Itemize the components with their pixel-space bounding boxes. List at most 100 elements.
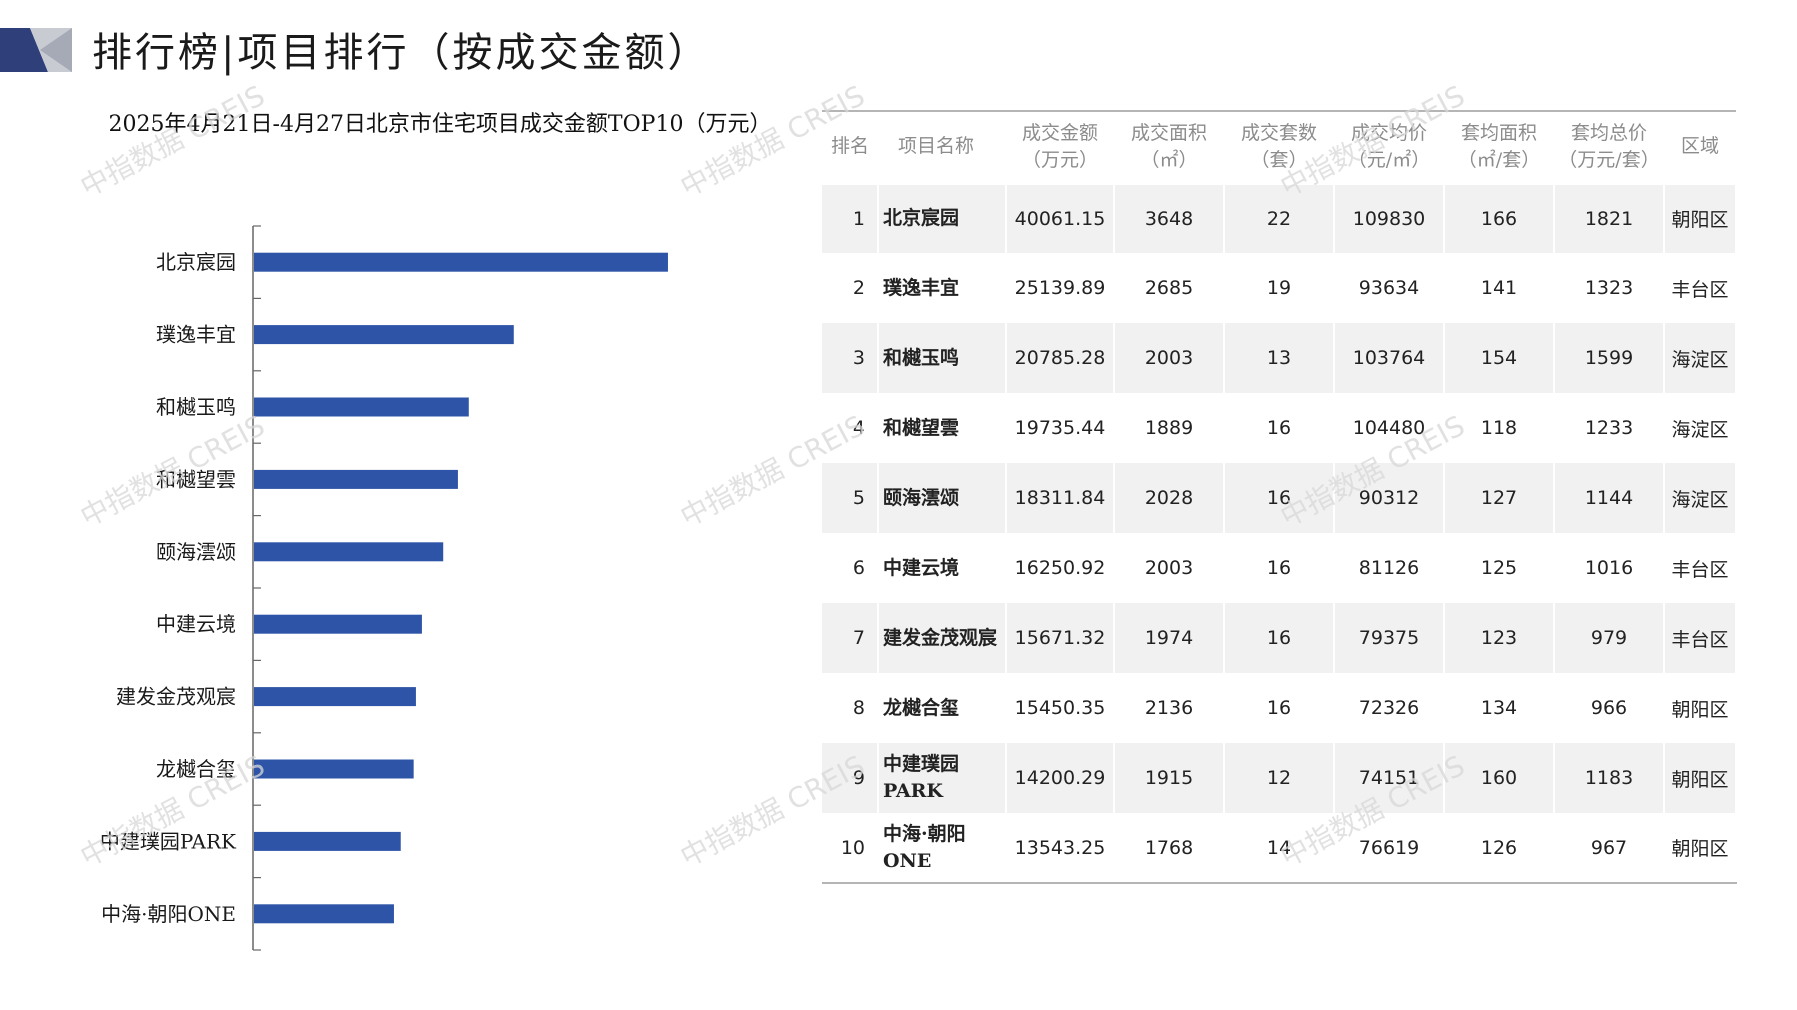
cell-area: 2028 [1114, 463, 1225, 533]
column-header-line1: 套均面积 [1460, 121, 1537, 144]
category-label: 和樾望雲 [156, 467, 236, 491]
cell-avg-area: 141 [1444, 253, 1555, 323]
table-row: 10 中海·朝阳ONE 13543.25 1768 14 76619 126 967 朝阳区 [822, 813, 1737, 884]
table-row: 5 颐海澐颂 18311.84 2028 16 90312 127 1144 海淀区 [822, 463, 1737, 533]
cell-units: 22 [1224, 183, 1335, 253]
cell-avg-total: 1821 [1554, 183, 1665, 253]
cell-region: 朝阳区 [1664, 183, 1737, 253]
bar [254, 614, 422, 634]
cell-units: 16 [1224, 533, 1335, 603]
cell-name: 中海·朝阳ONE [878, 813, 1007, 884]
cell-avg-area: 118 [1444, 393, 1555, 463]
bar [254, 542, 444, 562]
cell-region: 丰台区 [1664, 253, 1737, 323]
cell-rank: 4 [822, 393, 879, 463]
cell-region: 朝阳区 [1664, 813, 1737, 884]
table-row: 3 和樾玉鸣 20785.28 2003 13 103764 154 1599 海淀区 [822, 323, 1737, 393]
cell-area: 1889 [1114, 393, 1225, 463]
cell-rank: 10 [822, 813, 879, 884]
cell-avg-area: 134 [1444, 673, 1555, 743]
cell-amount: 40061.15 [1006, 183, 1115, 253]
cell-amount: 25139.89 [1006, 253, 1115, 323]
table-row: 4 和樾望雲 19735.44 1889 16 104480 118 1233 海淀区 [822, 393, 1737, 463]
cell-price: 104480 [1334, 393, 1445, 463]
column-header-line1: 成交均价 [1350, 121, 1427, 144]
cell-avg-total: 1599 [1554, 323, 1665, 393]
category-label: 颐海澐颂 [156, 540, 236, 564]
cell-units: 16 [1224, 463, 1335, 533]
column-header-line2: （元/㎡） [1347, 148, 1431, 171]
cell-rank: 2 [822, 253, 879, 323]
cell-avg-total: 1183 [1554, 743, 1665, 813]
cell-units: 16 [1224, 603, 1335, 673]
cell-avg-total: 1233 [1554, 393, 1665, 463]
page-title: 排行榜|项目排行（按成交金额） [92, 30, 711, 76]
cell-area: 2136 [1114, 673, 1225, 743]
bar [254, 397, 469, 417]
table-row: 9 中建璞园PARK 14200.29 1915 12 74151 160 1183 朝阳区 [822, 743, 1737, 813]
cell-units: 14 [1224, 813, 1335, 884]
table-row: 7 建发金茂观宸 15671.32 1974 16 79375 123 979 丰台区 [822, 603, 1737, 673]
cell-region: 海淀区 [1664, 323, 1737, 393]
cell-avg-area: 127 [1444, 463, 1555, 533]
cell-avg-area: 154 [1444, 323, 1555, 393]
table-row: 1 北京宸园 40061.15 3648 22 109830 166 1821 朝阳区 [822, 183, 1737, 253]
column-header-line1: 成交面积 [1130, 121, 1207, 144]
cell-price: 72326 [1334, 673, 1445, 743]
cell-units: 12 [1224, 743, 1335, 813]
column-header-area: 成交面积 （㎡） [1114, 111, 1224, 185]
cell-amount: 14200.29 [1006, 743, 1115, 813]
cell-amount: 19735.44 [1006, 393, 1115, 463]
cell-region: 朝阳区 [1664, 743, 1737, 813]
bar [254, 252, 668, 272]
cell-amount: 18311.84 [1006, 463, 1115, 533]
cell-name: 颐海澐颂 [878, 463, 1007, 533]
cell-price: 109830 [1334, 183, 1445, 253]
column-header-rank: 排名 [822, 111, 878, 185]
cell-amount: 20785.28 [1006, 323, 1115, 393]
column-header-line1: 排名 [830, 135, 869, 158]
column-header-line1: 项目名称 [898, 135, 975, 158]
cell-rank: 6 [822, 533, 879, 603]
cell-avg-total: 966 [1554, 673, 1665, 743]
bar [254, 325, 514, 345]
category-label: 中建云境 [156, 612, 236, 636]
cell-units: 16 [1224, 393, 1335, 463]
cell-area: 2685 [1114, 253, 1225, 323]
table-row: 8 龙樾合玺 15450.35 2136 16 72326 134 966 朝阳区 [822, 673, 1737, 743]
cell-avg-total: 1144 [1554, 463, 1665, 533]
cell-name: 龙樾合玺 [878, 673, 1007, 743]
bar [254, 759, 414, 779]
column-header-line2: （套） [1250, 148, 1308, 171]
bar [254, 904, 394, 924]
cell-rank: 9 [822, 743, 879, 813]
column-header-line1: 套均总价 [1570, 121, 1647, 144]
ranking-table: 排名 项目名称 成交金额 （万元） 成交面积 （㎡） 成交套数 （套） 成交均价 （元/㎡） 套均面… [822, 110, 1737, 884]
table-row: 6 中建云境 16250.92 2003 16 81126 125 1016 丰台区 [822, 533, 1737, 603]
bar [254, 469, 458, 489]
cell-name: 和樾望雲 [878, 393, 1007, 463]
cell-area: 3648 [1114, 183, 1225, 253]
cell-region: 海淀区 [1664, 393, 1737, 463]
cell-area: 2003 [1114, 533, 1225, 603]
cell-amount: 15671.32 [1006, 603, 1115, 673]
cell-avg-area: 125 [1444, 533, 1555, 603]
cell-price: 74151 [1334, 743, 1445, 813]
column-header-line1: 成交套数 [1240, 121, 1317, 144]
column-header-line2: （㎡） [1140, 148, 1198, 171]
cell-price: 79375 [1334, 603, 1445, 673]
cell-avg-area: 126 [1444, 813, 1555, 884]
chart-title: 2025年4月21日-4月27日北京市住宅项目成交金额TOP10（万元） [108, 112, 772, 137]
cell-name: 北京宸园 [878, 183, 1007, 253]
logo-icon [0, 28, 72, 72]
cell-rank: 3 [822, 323, 879, 393]
category-label: 璞逸丰宜 [156, 323, 236, 347]
cell-name: 建发金茂观宸 [878, 603, 1007, 673]
cell-avg-area: 160 [1444, 743, 1555, 813]
cell-price: 81126 [1334, 533, 1445, 603]
cell-avg-total: 979 [1554, 603, 1665, 673]
cell-amount: 15450.35 [1006, 673, 1115, 743]
cell-name: 中建云境 [878, 533, 1007, 603]
cell-area: 1768 [1114, 813, 1225, 884]
ranking-table-container: 排名 项目名称 成交金额 （万元） 成交面积 （㎡） 成交套数 （套） 成交均价 （元/㎡） 套均面… [822, 110, 1737, 884]
